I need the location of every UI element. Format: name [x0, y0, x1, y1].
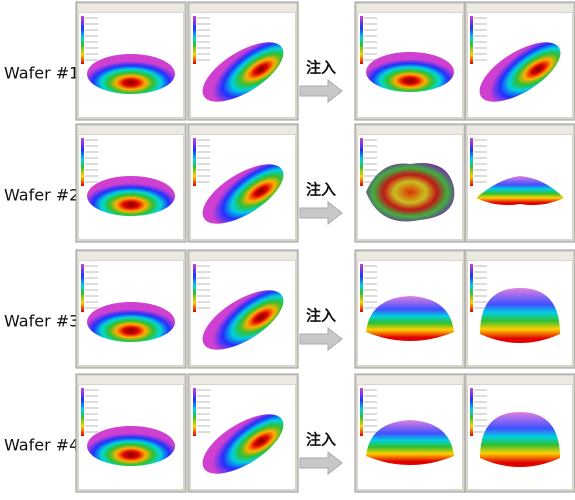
panel-title-bar — [467, 4, 573, 12]
color-bar — [360, 138, 363, 186]
wafer-surface — [87, 176, 175, 216]
color-bar — [193, 388, 196, 436]
panel-title-bar — [357, 376, 463, 384]
wafer-surface — [366, 52, 454, 92]
color-bar — [360, 16, 363, 64]
page: {"rows": [ {"label": "Wafer #1", "action… — [0, 0, 575, 500]
panel-title-bar — [190, 252, 296, 260]
arrow — [300, 328, 342, 350]
action-label: 注入 — [306, 307, 336, 325]
color-bar — [81, 138, 84, 186]
panel-title-bar — [78, 252, 184, 260]
color-bar — [193, 16, 196, 64]
wafer-label: Wafer #3 — [4, 312, 79, 331]
wafer-label: Wafer #4 — [4, 436, 79, 455]
arrow — [300, 80, 342, 102]
wafer-surface — [87, 302, 175, 342]
wafer-label: Wafer #2 — [4, 186, 79, 205]
color-bar — [193, 264, 196, 312]
color-bar — [470, 264, 473, 312]
panel-title-bar — [78, 126, 184, 134]
panel-title-bar — [190, 126, 296, 134]
color-bar — [360, 388, 363, 436]
panel-title-bar — [467, 126, 573, 134]
panel-title-bar — [190, 4, 296, 12]
color-bar — [360, 264, 363, 312]
wafer-surface — [87, 426, 175, 466]
panel-title-bar — [78, 376, 184, 384]
action-label: 注入 — [306, 431, 336, 449]
color-bar — [193, 138, 196, 186]
panel-title-bar — [357, 126, 463, 134]
arrow — [300, 202, 342, 224]
wafer-surface — [87, 54, 175, 94]
color-bar — [81, 16, 84, 64]
panel-title-bar — [467, 252, 573, 260]
color-bar — [81, 388, 84, 436]
action-label: 注入 — [306, 181, 336, 199]
color-bar — [470, 16, 473, 64]
panel-title-bar — [78, 4, 184, 12]
action-label: 注入 — [306, 59, 336, 77]
color-bar — [470, 388, 473, 436]
figure: Wafer #1 注入 Wafer #2 注入 Wafer #3 注入 Wafer #4 注入 — [0, 0, 575, 500]
panel-title-bar — [467, 376, 573, 384]
arrow — [300, 452, 342, 474]
panel-title-bar — [357, 4, 463, 12]
color-bar — [81, 264, 84, 312]
panel-title-bar — [357, 252, 463, 260]
wafer-label: Wafer #1 — [4, 64, 79, 83]
color-bar — [470, 138, 473, 186]
panel-title-bar — [190, 376, 296, 384]
